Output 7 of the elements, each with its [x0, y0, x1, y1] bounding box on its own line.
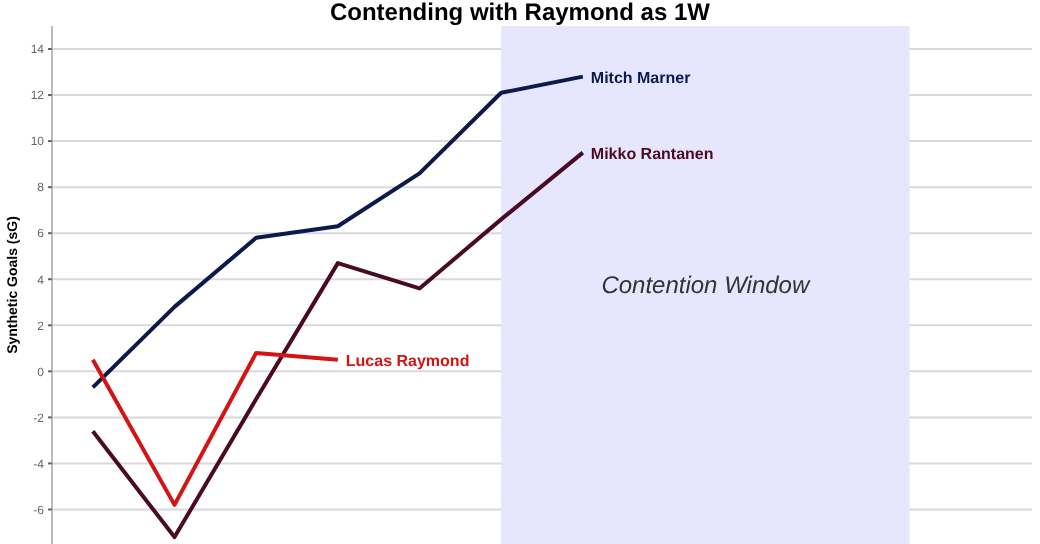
annotation: Contention Window	[601, 271, 812, 299]
series-label: Mitch Marner	[590, 68, 691, 87]
line-series	[90, 74, 585, 390]
series-label: Lucas Raymond	[345, 351, 470, 370]
line-series	[90, 150, 585, 540]
series-label: Mikko Rantanen	[590, 144, 714, 163]
chart-title: Contending with Raymond as 1W	[327, 0, 712, 26]
